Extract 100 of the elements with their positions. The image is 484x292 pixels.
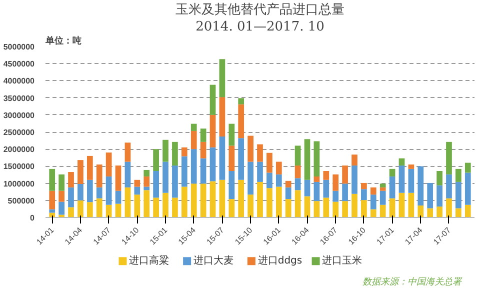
bar	[408, 164, 414, 169]
bar	[436, 170, 442, 186]
bar	[96, 164, 102, 188]
bar	[124, 187, 131, 218]
bar	[78, 160, 84, 184]
bar	[427, 208, 434, 218]
bar	[446, 142, 452, 174]
bar	[418, 206, 424, 218]
bar	[238, 98, 244, 104]
bar	[332, 174, 339, 191]
bar	[228, 170, 235, 200]
bar	[266, 172, 272, 188]
bar	[68, 187, 74, 208]
bar	[456, 182, 462, 208]
bar	[248, 162, 254, 195]
bar	[314, 141, 320, 176]
bar	[49, 190, 56, 210]
chart-subtitle: 2014. 01—2017. 10	[196, 20, 324, 34]
bar	[181, 186, 188, 218]
bar	[257, 162, 263, 182]
bar	[162, 192, 168, 218]
y-tick-label: 1000000	[3, 179, 36, 188]
bar	[190, 124, 197, 131]
bar	[304, 180, 310, 196]
bar	[323, 170, 330, 180]
bar	[380, 187, 386, 191]
bar	[323, 180, 330, 198]
bar	[332, 190, 339, 202]
bar	[181, 147, 188, 156]
bar	[398, 166, 405, 193]
y-tick-label: 2500000	[3, 128, 36, 137]
bar	[266, 152, 272, 173]
y-tick-label: 3500000	[3, 94, 36, 103]
bar	[144, 190, 150, 218]
bar	[332, 202, 339, 218]
bar	[446, 198, 452, 218]
chart-title: 玉米及其他替代产品进口总量	[176, 2, 344, 18]
bar	[266, 188, 272, 218]
bar	[228, 124, 235, 146]
bar	[190, 149, 197, 184]
bar	[398, 158, 405, 166]
bar	[276, 162, 282, 174]
bar	[219, 59, 226, 98]
bar	[228, 199, 235, 218]
bar	[370, 209, 376, 218]
y-tick-label: 0	[30, 214, 36, 222]
bar	[304, 196, 310, 218]
y-tick-label: 5000000	[3, 42, 36, 52]
bar	[172, 198, 178, 218]
bar	[144, 170, 150, 176]
bar	[49, 209, 56, 213]
annotation: 单位：吨	[44, 36, 82, 46]
bar	[153, 149, 159, 171]
bar	[181, 156, 188, 187]
bar	[106, 176, 112, 205]
y-tick-label: 2000000	[3, 145, 36, 154]
bar	[323, 198, 330, 218]
y-tick-label: 500000	[8, 196, 36, 206]
bar	[190, 130, 197, 150]
bar	[96, 187, 102, 198]
bar	[285, 199, 292, 218]
legend-label: 进口大麦	[194, 254, 234, 267]
bar	[86, 202, 93, 218]
bar	[304, 139, 310, 180]
bar	[153, 198, 159, 218]
bar	[86, 156, 93, 180]
bar	[78, 200, 84, 218]
bar	[352, 194, 358, 218]
bar	[238, 180, 244, 218]
bar	[86, 180, 93, 202]
bar	[294, 190, 301, 218]
bar	[257, 182, 263, 218]
bar	[464, 172, 471, 205]
bar	[352, 166, 358, 194]
bar	[58, 174, 64, 191]
bar	[342, 184, 348, 202]
bar	[342, 201, 348, 218]
bar	[380, 184, 386, 188]
bar	[124, 162, 131, 188]
bar	[144, 186, 150, 190]
y-tick-label: 1500000	[3, 162, 36, 172]
bar	[361, 189, 367, 200]
y-tick-label: 3000000	[3, 110, 36, 120]
bar	[238, 104, 244, 138]
legend-label: 进口ddgs	[258, 254, 302, 267]
bar	[200, 158, 206, 184]
bar	[172, 166, 178, 198]
source-note: 数据来源：中国海关总署	[362, 276, 463, 288]
bar	[370, 187, 376, 195]
y-tick-label: 4000000	[3, 76, 36, 86]
bar	[210, 114, 216, 148]
bar	[144, 176, 150, 187]
bar	[210, 181, 216, 218]
bar	[436, 206, 442, 218]
bar	[200, 128, 206, 142]
bar	[210, 147, 216, 182]
bar	[342, 166, 348, 184]
bar	[115, 166, 122, 191]
bar	[446, 174, 452, 198]
bar	[314, 182, 320, 202]
